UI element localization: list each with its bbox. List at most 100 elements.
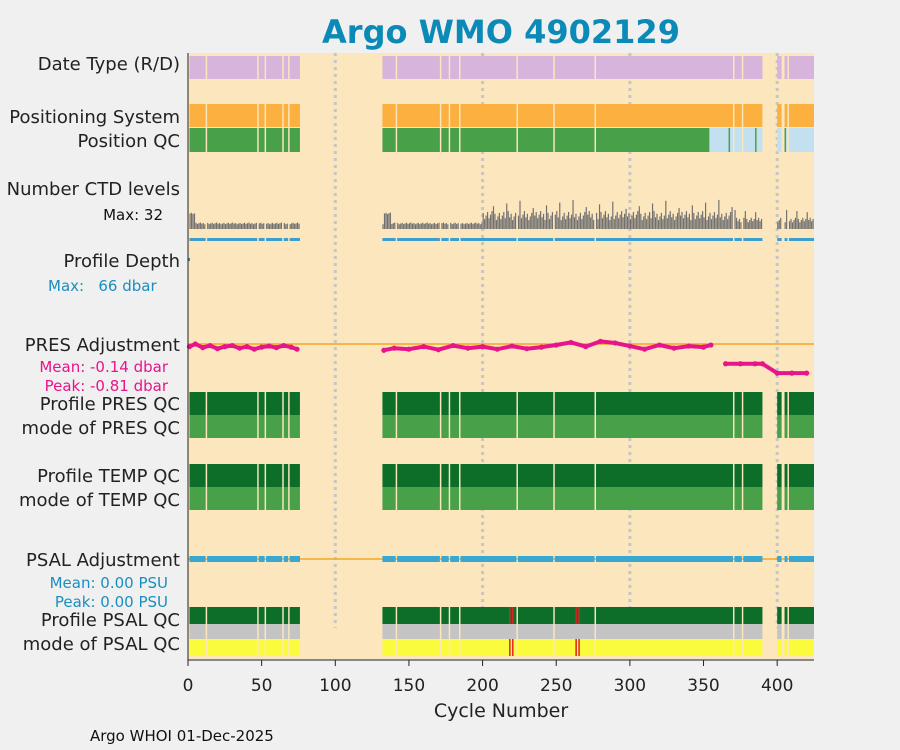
psal-qc-bar <box>596 607 733 624</box>
ctd-level-bar <box>647 215 649 229</box>
psal-qc-bar <box>266 607 283 624</box>
ctd-level-bar <box>590 217 592 229</box>
temp-mode-bar <box>460 487 517 510</box>
ctd-level-bar <box>607 213 609 229</box>
ctd-level-bar <box>556 211 558 229</box>
ctd-level-bar <box>242 223 244 229</box>
psal-adj-label: PSAL Adjustment <box>26 550 180 571</box>
ctd-level-bar <box>760 218 763 229</box>
ctd-level-bar <box>230 223 232 229</box>
position-qc-bar <box>207 128 258 152</box>
psal-mode-bar <box>784 639 788 656</box>
ctd-level-bar <box>472 223 474 229</box>
ctd-level-bar <box>693 212 695 229</box>
ctd-level-bar <box>568 211 570 229</box>
pres-adjustment-point <box>259 344 265 350</box>
ctd-level-bar <box>501 215 503 229</box>
pres-mode-bar <box>788 415 814 438</box>
ctd-level-bar <box>249 223 252 229</box>
ctd-level-bar <box>425 223 427 229</box>
ctd-level-bar <box>601 218 604 229</box>
x-tick-label-50: 50 <box>251 676 273 696</box>
ctd-level-bar <box>193 213 196 229</box>
position-qc-bar <box>283 128 289 152</box>
ctd-level-bar <box>616 211 618 229</box>
ctd-level-bar <box>273 224 275 229</box>
footer-text: Argo WHOI 01-Dec-2025 <box>90 727 274 745</box>
ctd-level-bar <box>535 211 537 229</box>
ctd-level-bar <box>696 215 698 229</box>
psal-qc-bar <box>189 607 206 624</box>
pres-mode-bar <box>554 415 595 438</box>
ctd-level-bar <box>730 211 732 229</box>
ctd-level-bar <box>503 211 505 229</box>
pres-adjustment-point <box>642 346 648 352</box>
ctd-level-bar <box>400 223 402 229</box>
ctd-level-bar <box>653 211 655 229</box>
ctd-level-bar <box>204 224 206 229</box>
psal-adjustment-bar <box>382 556 396 562</box>
date-type-bar <box>397 56 440 79</box>
ctd-level-bar <box>681 211 683 229</box>
ctd-level-bar <box>484 219 486 229</box>
ctd-level-bar <box>631 215 633 229</box>
ctd-label: Number CTD levels <box>7 179 180 200</box>
ctd-level-bar <box>436 223 439 229</box>
psal-qc-gray-bar <box>450 624 460 639</box>
ctd-level-bar <box>706 220 708 229</box>
psal-mode-bar <box>460 639 517 656</box>
ctd-level-bar <box>201 223 203 229</box>
ctd-level-bar <box>545 205 548 229</box>
ctd-level-bar <box>635 214 637 229</box>
date-type-bar <box>441 56 449 79</box>
ctd-level-bar <box>482 212 484 229</box>
pres-adjustment-point <box>789 370 795 376</box>
ctd-level-bar <box>651 203 654 229</box>
depth-label: Profile Depth <box>63 251 180 272</box>
temp-mode-bar <box>743 487 763 510</box>
ctd-level-bar <box>243 222 246 229</box>
ctd-level-bar <box>672 213 674 229</box>
pres-adjustment-point <box>671 345 677 351</box>
pres-adjustment-point <box>273 345 279 351</box>
ctd-level-bar <box>588 211 590 229</box>
pres-mode-bar <box>283 415 289 438</box>
ctd-level-bar <box>248 222 250 229</box>
position-qc-bar <box>397 128 440 152</box>
ctd-level-bar <box>628 212 630 229</box>
psal-adj-peak: Peak: 0.00 PSU <box>55 593 168 611</box>
ctd-level-bar <box>190 212 193 229</box>
psal-qc-bar <box>441 607 449 624</box>
ctd-level-bar <box>531 212 533 229</box>
ctd-level-bar <box>495 220 498 229</box>
ctd-depth-line <box>777 238 782 241</box>
psal-qc-bar <box>784 607 788 624</box>
ctd-level-bar <box>716 214 718 229</box>
ctd-level-bar <box>688 213 690 229</box>
ctd-level-bar <box>453 223 455 229</box>
temp-qc-label: Profile TEMP QC <box>37 466 180 487</box>
ctd-level-bar <box>743 217 745 229</box>
ctd-level-bar <box>591 213 593 229</box>
date-type-bar <box>450 56 460 79</box>
positioning-bar <box>788 104 814 127</box>
ctd-level-bar <box>517 215 520 229</box>
pres-qc-bar <box>283 392 289 415</box>
ctd-level-bar <box>291 223 293 229</box>
pres-adjustment-point <box>421 344 427 350</box>
pres-mode-bar <box>207 415 258 438</box>
temp-qc-bar <box>450 464 460 487</box>
temp-mode-bar <box>207 487 258 510</box>
psal-qc-gray-bar <box>777 624 782 639</box>
ctd-level-bar <box>385 212 387 229</box>
psal-qc-gray-bar <box>266 624 283 639</box>
ctd-level-bar <box>261 223 263 229</box>
x-axis-label: Cycle Number <box>434 700 568 722</box>
depth-max-label: Max: 66 dbar <box>48 277 157 295</box>
ctd-level-bar <box>603 214 605 229</box>
ctd-level-bar <box>485 215 487 229</box>
position-qc-bar <box>596 128 710 152</box>
ctd-level-bar <box>233 223 235 229</box>
pres-adjustment-point <box>294 346 300 352</box>
positioning-bar <box>460 104 517 127</box>
